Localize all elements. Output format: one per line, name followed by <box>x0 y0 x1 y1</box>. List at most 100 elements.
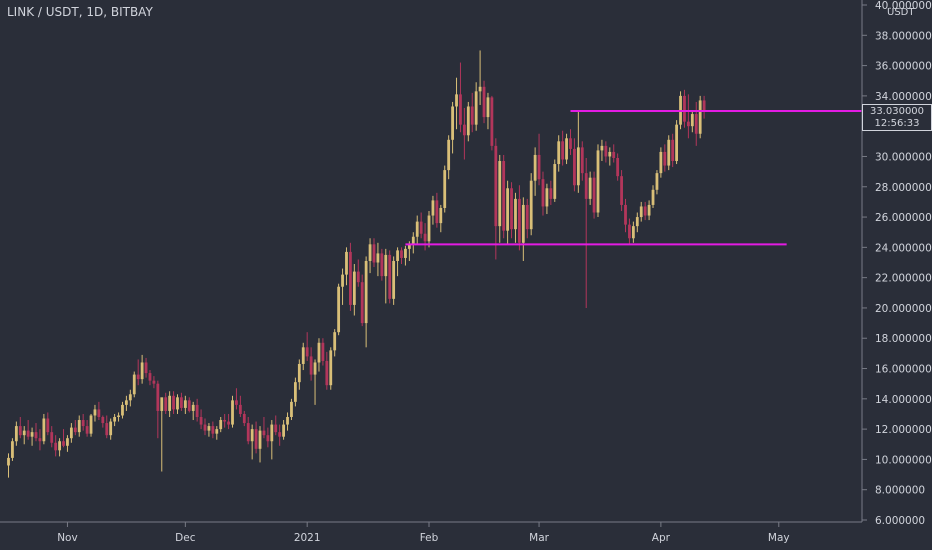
candle-body <box>183 400 187 408</box>
last-price-tag: 33.030000 12:56:33 <box>862 103 932 131</box>
candle-body <box>392 260 396 299</box>
candle <box>215 426 219 440</box>
candle-body <box>584 173 588 199</box>
candle <box>427 211 431 248</box>
candle <box>396 247 399 277</box>
candle-body <box>270 424 274 442</box>
candle <box>341 268 344 305</box>
candle <box>199 409 203 430</box>
candle <box>246 417 250 445</box>
candle-body <box>356 271 360 283</box>
candle-body <box>325 360 329 386</box>
candle <box>30 427 34 446</box>
candle <box>671 133 675 168</box>
candle <box>698 95 702 139</box>
time-tick-label: Nov <box>57 532 78 544</box>
candle <box>647 200 651 221</box>
candle <box>608 147 612 166</box>
candle-body <box>207 426 211 431</box>
candle-body <box>337 286 341 333</box>
candle-body <box>439 207 443 224</box>
candle-body <box>231 400 234 425</box>
candle-body <box>608 151 612 157</box>
price-axis[interactable]: 6.000000 8.000000 10.000000 12.000000 14.000… <box>862 0 932 527</box>
candle-body <box>77 420 81 433</box>
candle-body <box>561 141 565 160</box>
candle-body <box>533 154 537 181</box>
candle-body <box>580 147 584 174</box>
candle <box>459 62 462 133</box>
time-axis[interactable]: Nov Dec 2021 Feb Mar Apr May <box>57 522 790 544</box>
candle <box>545 183 549 215</box>
candle <box>238 395 242 417</box>
candle <box>305 332 309 361</box>
candle <box>250 424 254 460</box>
candle <box>69 423 73 443</box>
candle <box>561 130 565 166</box>
candle-body <box>486 97 490 118</box>
candle-body <box>293 382 297 402</box>
candle <box>592 171 596 219</box>
candle <box>506 180 510 245</box>
candle-body <box>258 430 262 449</box>
candle-body <box>160 397 164 411</box>
candle <box>274 415 278 436</box>
candle-body <box>128 394 132 401</box>
candle <box>223 413 227 428</box>
candle-body <box>702 100 706 112</box>
candle-body <box>30 432 34 437</box>
candle-body <box>404 248 407 258</box>
candle-body <box>466 106 470 136</box>
candle <box>333 329 337 357</box>
candle <box>651 185 655 208</box>
candle <box>659 147 663 178</box>
candle-body <box>576 147 580 186</box>
candle <box>702 95 706 119</box>
candle <box>415 215 419 245</box>
candle-body <box>223 420 227 422</box>
candle <box>152 376 156 389</box>
candle-body <box>411 236 415 245</box>
candle-body <box>199 417 203 425</box>
candle <box>227 413 230 430</box>
price-tick-label: 10.000000 <box>875 454 932 466</box>
candle-body <box>459 94 462 125</box>
candle <box>18 417 22 439</box>
time-tick-label: Dec <box>175 532 196 544</box>
candle <box>349 242 352 311</box>
levels-layer <box>405 110 862 246</box>
candle-body <box>7 457 10 466</box>
candle <box>576 111 580 193</box>
candle <box>518 185 521 251</box>
candle-body <box>592 177 596 213</box>
candle-body <box>478 86 482 92</box>
candle <box>125 395 128 411</box>
candle-body <box>219 420 223 430</box>
candle <box>117 412 120 422</box>
candle <box>160 397 164 472</box>
candle-body <box>352 271 356 305</box>
candle <box>557 135 561 172</box>
candle-body <box>109 421 113 436</box>
candle <box>616 153 620 181</box>
candle-body <box>518 198 521 243</box>
candle <box>683 89 686 128</box>
candle-body <box>667 139 671 166</box>
candle-body <box>521 204 525 243</box>
candle <box>34 423 38 442</box>
candle <box>73 420 77 436</box>
candle-body <box>238 404 242 414</box>
candle <box>635 212 639 233</box>
candle <box>313 359 317 405</box>
candle-body <box>376 253 380 263</box>
candle <box>101 415 105 428</box>
candle-body <box>34 432 38 439</box>
candle <box>639 201 643 222</box>
candle-body <box>309 356 313 375</box>
candle <box>380 248 384 281</box>
candle <box>482 80 486 124</box>
price-tick-label: 26.000000 <box>875 212 932 224</box>
candle <box>242 410 246 427</box>
price-tick-label: 16.000000 <box>875 364 932 376</box>
